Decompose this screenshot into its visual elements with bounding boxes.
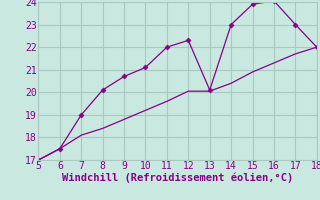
X-axis label: Windchill (Refroidissement éolien,°C): Windchill (Refroidissement éolien,°C) bbox=[62, 173, 293, 183]
